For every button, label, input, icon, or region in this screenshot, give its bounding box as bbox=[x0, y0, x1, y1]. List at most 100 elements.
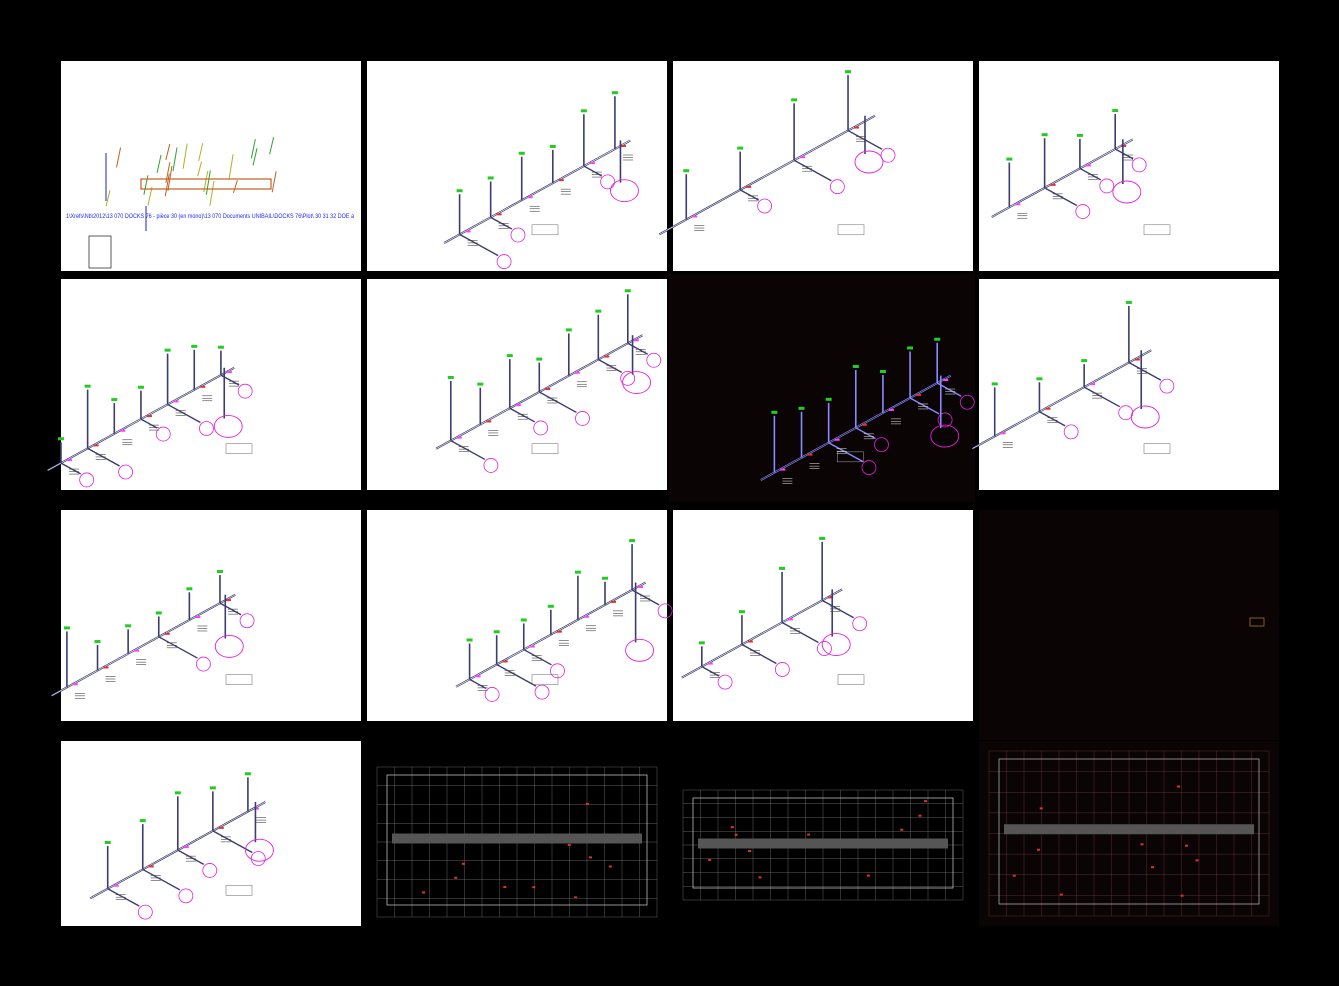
riser-tag bbox=[1076, 133, 1083, 137]
detail-callout bbox=[717, 674, 733, 690]
fitting bbox=[475, 675, 481, 678]
riser-tag bbox=[104, 841, 111, 845]
detail-callout bbox=[880, 147, 896, 163]
legend-block bbox=[1143, 443, 1171, 454]
plan-mark bbox=[532, 886, 536, 889]
detail-callout bbox=[533, 420, 549, 436]
sheet-paper bbox=[979, 61, 1279, 271]
riser-tag bbox=[595, 309, 602, 313]
plan-mark bbox=[1059, 893, 1063, 896]
fitting bbox=[558, 179, 564, 182]
detail-callout bbox=[137, 904, 153, 920]
pipe bbox=[228, 154, 234, 180]
branch bbox=[909, 397, 940, 415]
riser-tag bbox=[791, 98, 798, 102]
sheet-paper bbox=[367, 61, 667, 271]
branch bbox=[142, 868, 181, 891]
fitting bbox=[834, 438, 840, 441]
detail-callout bbox=[195, 656, 211, 672]
fitting bbox=[861, 423, 867, 426]
fitting bbox=[93, 444, 99, 447]
sheet-thumbnail bbox=[658, 61, 973, 271]
sheet-thumbnail bbox=[673, 780, 973, 910]
fitting bbox=[527, 196, 533, 199]
fitting bbox=[638, 585, 644, 588]
riser-tag bbox=[798, 406, 805, 410]
plan-mark bbox=[574, 896, 578, 899]
pipe-bundle bbox=[140, 178, 272, 190]
fitting bbox=[828, 596, 834, 599]
riser-tag bbox=[84, 384, 91, 388]
riser-tag bbox=[493, 630, 500, 634]
riser-tag bbox=[57, 437, 64, 441]
fitting bbox=[604, 355, 610, 358]
plan-corridor bbox=[1004, 824, 1254, 835]
plan-mark bbox=[1195, 859, 1199, 862]
fitting bbox=[146, 415, 152, 418]
plan-mark bbox=[589, 856, 593, 859]
legend-block bbox=[1143, 224, 1171, 236]
fitting bbox=[1050, 183, 1056, 186]
riser-tag bbox=[456, 189, 463, 193]
detail-callout bbox=[1075, 204, 1091, 219]
detail-callout bbox=[244, 838, 274, 862]
riser-tag bbox=[825, 397, 832, 401]
plan-mark bbox=[807, 833, 811, 836]
fitting bbox=[800, 156, 806, 159]
fitting bbox=[225, 599, 231, 602]
plan-mark bbox=[461, 862, 465, 865]
detail-callout bbox=[178, 888, 194, 904]
detail-callout bbox=[757, 198, 773, 214]
fitting bbox=[545, 387, 551, 390]
riser-tag bbox=[934, 337, 941, 341]
branch bbox=[1039, 411, 1066, 427]
plan-mark bbox=[421, 891, 425, 894]
fitting bbox=[253, 807, 259, 810]
fitting bbox=[502, 660, 508, 663]
detail-callout bbox=[959, 394, 975, 410]
riser-tag bbox=[1036, 377, 1043, 381]
fitting bbox=[1045, 407, 1051, 410]
branch bbox=[1083, 386, 1121, 408]
detail-callout bbox=[620, 370, 636, 386]
detail-callout bbox=[575, 411, 590, 426]
detail-callout bbox=[250, 851, 266, 866]
sheet-caption: 1\Xrefs\Nb\2012\13 070 DOCKS 76 - pièce … bbox=[66, 213, 354, 220]
legend-block bbox=[837, 224, 865, 236]
pipe bbox=[182, 143, 188, 169]
riser-tag bbox=[1041, 133, 1048, 137]
sheet-thumbnail bbox=[61, 741, 361, 926]
pipe-inner bbox=[991, 139, 1133, 218]
branch bbox=[793, 159, 832, 182]
sheet-thumbnail bbox=[367, 279, 667, 490]
fitting bbox=[888, 408, 894, 411]
riser-tag bbox=[1112, 109, 1119, 113]
detail-callout bbox=[625, 638, 655, 662]
riser-tag bbox=[580, 109, 587, 113]
legend-block bbox=[225, 443, 253, 454]
riser-tag bbox=[477, 382, 484, 386]
detail-callout bbox=[657, 603, 673, 619]
branch bbox=[631, 589, 660, 606]
riser-tag bbox=[155, 611, 162, 615]
branch bbox=[781, 621, 819, 644]
sheet-thumbnail bbox=[367, 61, 667, 271]
fitting bbox=[200, 385, 206, 388]
pipe bbox=[105, 190, 111, 207]
fitting bbox=[788, 618, 794, 621]
detail-callout bbox=[79, 472, 95, 488]
sheet-paper bbox=[61, 279, 361, 490]
detail-callout bbox=[852, 616, 868, 632]
branch bbox=[538, 391, 577, 414]
fitting bbox=[1090, 383, 1096, 386]
fitting bbox=[164, 632, 170, 635]
sheet-paper bbox=[367, 279, 667, 490]
fitting bbox=[916, 393, 922, 396]
pipe bbox=[232, 179, 238, 194]
legend-block bbox=[837, 674, 865, 685]
legend-block bbox=[531, 674, 559, 685]
riser-tag bbox=[111, 398, 118, 402]
title-block bbox=[88, 235, 112, 269]
riser-tag bbox=[779, 566, 786, 570]
pipe-inner bbox=[51, 594, 236, 697]
